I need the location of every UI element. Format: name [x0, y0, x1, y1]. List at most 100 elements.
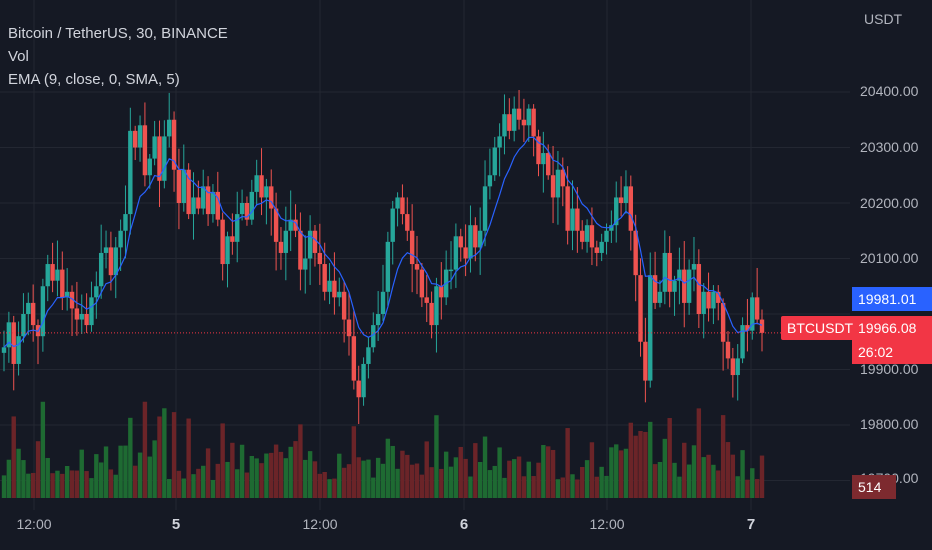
candle-body	[191, 197, 196, 215]
price-tick: 19800.00	[860, 416, 919, 432]
volume-bar	[293, 441, 298, 498]
candle-body	[720, 302, 726, 342]
candle-body	[531, 108, 536, 137]
volume-bar	[167, 479, 172, 498]
time-tick: 12:00	[16, 516, 52, 532]
volume-bar	[633, 435, 638, 498]
candle-body	[555, 169, 561, 198]
candle-body	[103, 247, 109, 253]
candle-body	[453, 236, 459, 270]
chart-canvas[interactable]	[0, 0, 850, 510]
candle-body	[21, 314, 26, 337]
volume-bar	[64, 465, 70, 498]
volume-bar	[171, 412, 177, 498]
volume-bar	[40, 401, 46, 498]
candle-body	[30, 302, 36, 326]
volume-bar	[628, 422, 634, 498]
symbol-tag: BTCUSDT	[781, 316, 860, 340]
candle-body	[341, 291, 347, 320]
time-axis[interactable]: 12:00 5 12:00 6 12:00 7	[0, 510, 932, 550]
candle-body	[414, 264, 420, 270]
candle-body	[380, 291, 386, 314]
price-tick: 19900.00	[860, 361, 919, 377]
volume-bar	[492, 465, 497, 498]
volume-bar	[307, 451, 313, 498]
candle-body	[521, 119, 527, 126]
last-price-tag: 19966.08	[852, 316, 932, 340]
candle-body	[317, 252, 323, 265]
volume-bar	[254, 458, 259, 498]
candle-body	[570, 208, 575, 231]
candle-body	[448, 269, 454, 272]
candle-body	[716, 291, 721, 303]
volume-bar	[682, 442, 687, 498]
volume-bar	[35, 441, 41, 498]
volume-bar	[696, 408, 702, 498]
volume-bar	[11, 416, 16, 498]
candle-body	[220, 219, 225, 265]
volume-bar	[264, 453, 269, 498]
volume-bar	[701, 457, 706, 498]
volume-bar	[604, 475, 609, 498]
volume-bar	[473, 443, 478, 498]
candle-body	[152, 136, 157, 159]
candle-body	[210, 191, 216, 215]
candle-body	[419, 269, 425, 298]
candle-body	[366, 347, 371, 364]
candle-body	[618, 197, 624, 203]
symbol-title[interactable]: Bitcoin / TetherUS, 30, BINANCE	[8, 25, 228, 42]
price-tick: 20300.00	[860, 139, 919, 155]
volume-bar	[614, 444, 619, 498]
candle-body	[74, 308, 80, 320]
candle-body	[45, 264, 50, 287]
volume-bar	[502, 477, 507, 498]
price-chart[interactable]	[0, 0, 850, 510]
candle-body	[171, 119, 177, 170]
volume-bar	[273, 444, 279, 498]
volume-bar	[215, 463, 220, 498]
volume-bar	[546, 446, 551, 498]
candle-body	[740, 325, 745, 359]
volume-bar	[400, 450, 405, 498]
volume-bar	[706, 454, 711, 498]
volume-bar	[230, 442, 235, 498]
volume-bar	[84, 471, 89, 498]
volume-bar	[623, 448, 629, 498]
candle-body	[225, 236, 230, 265]
candle-body	[395, 197, 400, 209]
candle-body	[589, 225, 595, 248]
volume-bar	[463, 458, 468, 498]
candle-body	[434, 286, 439, 326]
volume-bar	[584, 460, 590, 498]
volume-bar	[312, 461, 318, 498]
volume-bar	[589, 442, 595, 498]
volume-bar	[89, 478, 94, 498]
volume-bar	[375, 457, 381, 498]
candle-body	[79, 314, 84, 320]
candle-body	[6, 322, 12, 348]
candle-body	[322, 264, 327, 292]
volume-bar	[103, 446, 109, 498]
candle-body	[215, 191, 220, 220]
volume-bar	[735, 476, 740, 498]
price-scale[interactable]: USDT 20400.00 20300.00 20200.00 20100.00…	[850, 0, 932, 510]
volume-bar	[278, 451, 284, 498]
candle-body	[205, 186, 211, 215]
time-tick: 6	[459, 516, 469, 533]
candle-body	[132, 130, 138, 148]
candle-body	[259, 175, 264, 198]
volume-bar	[750, 468, 755, 498]
time-tick: 7	[746, 516, 756, 533]
time-tick: 12:00	[302, 516, 338, 532]
volume-bar	[662, 438, 668, 498]
volume-indicator-label[interactable]: Vol	[8, 48, 29, 65]
candle-body	[701, 291, 706, 314]
candle-body	[69, 291, 75, 309]
candle-body	[560, 169, 565, 187]
ema-indicator-label[interactable]: EMA (9, close, 0, SMA, 5)	[8, 71, 180, 88]
candle-body	[691, 264, 697, 270]
volume-bar	[759, 455, 765, 498]
candle-body	[157, 136, 162, 181]
candle-body	[511, 108, 517, 131]
volume-bar	[720, 415, 726, 498]
